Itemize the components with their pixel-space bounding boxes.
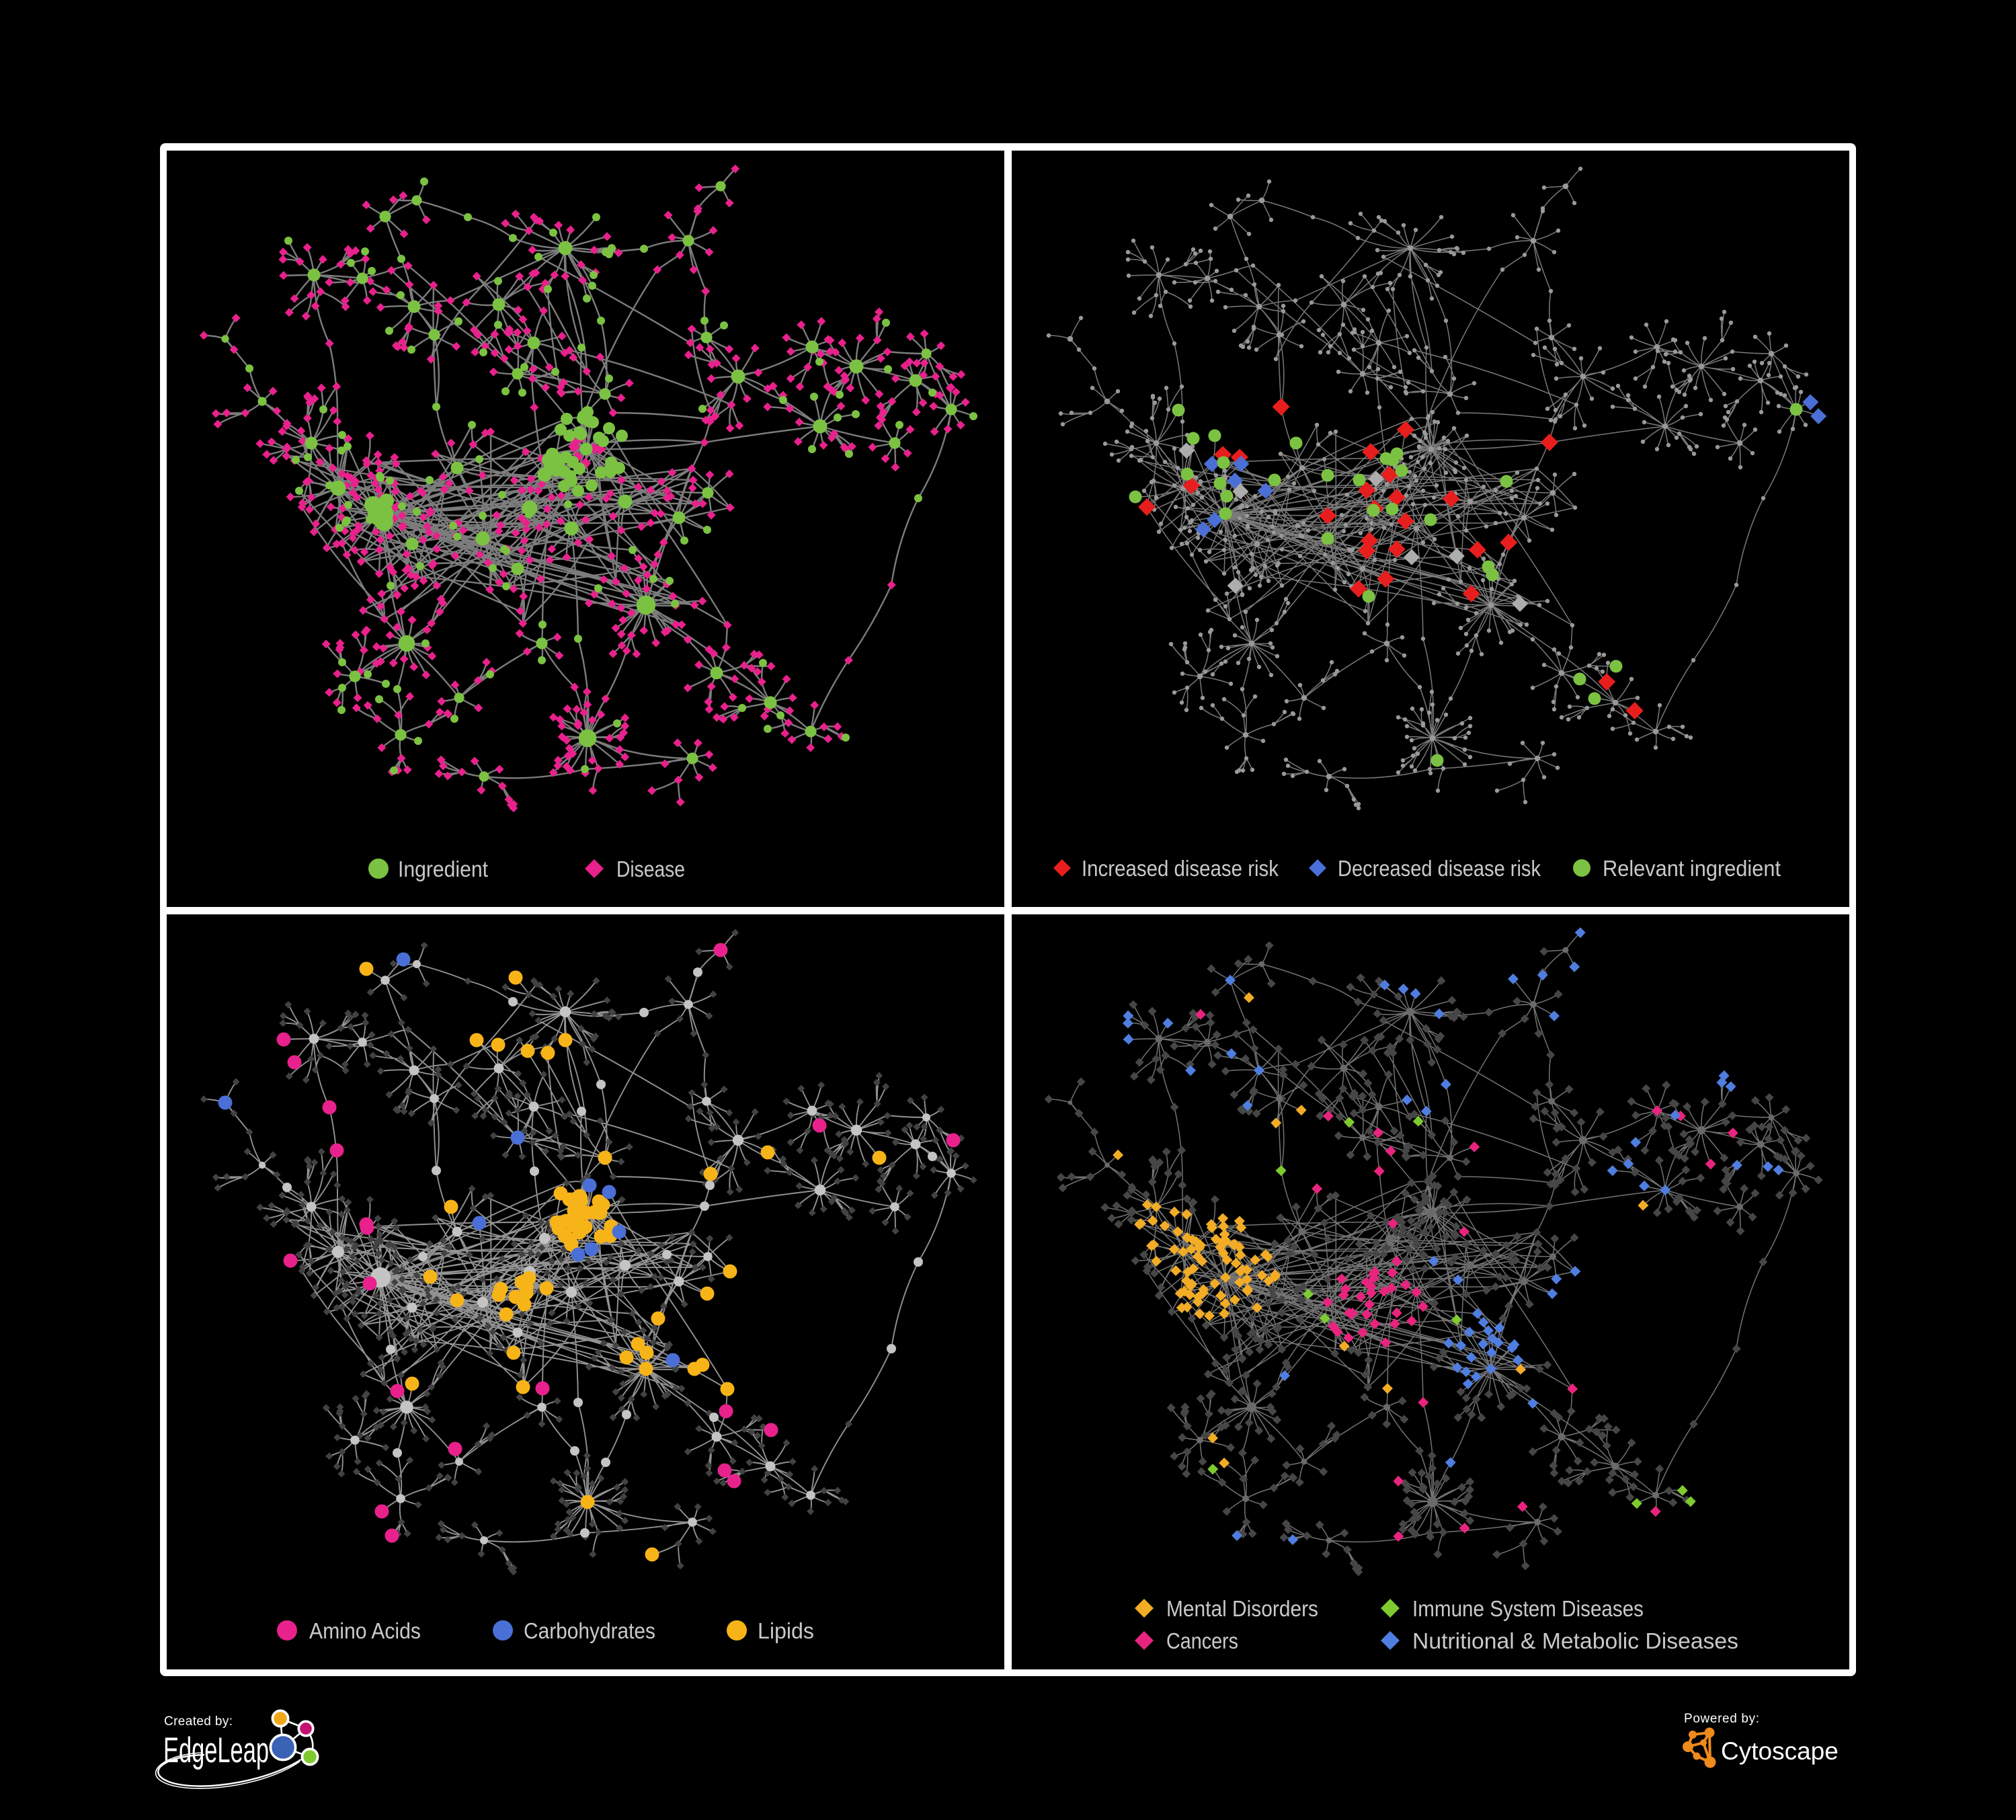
svg-text:Amino Acids: Amino Acids	[309, 1618, 421, 1643]
svg-text:Created by:: Created by:	[164, 1714, 233, 1729]
svg-text:Cancers: Cancers	[1166, 1628, 1238, 1653]
svg-text:Cytoscape: Cytoscape	[1721, 1737, 1839, 1765]
svg-text:Increased disease risk: Increased disease risk	[1082, 856, 1279, 881]
svg-text:Relevant ingredient: Relevant ingredient	[1603, 856, 1781, 881]
svg-text:Nutritional & Metabolic Diseas: Nutritional & Metabolic Diseases	[1412, 1628, 1738, 1653]
svg-text:Mental Disorders: Mental Disorders	[1166, 1596, 1318, 1621]
svg-text:Lipids: Lipids	[758, 1618, 814, 1643]
svg-text:Decreased disease risk: Decreased disease risk	[1338, 856, 1541, 881]
svg-text:Powered by:: Powered by:	[1684, 1712, 1759, 1726]
svg-text:Carbohydrates: Carbohydrates	[524, 1618, 655, 1643]
svg-text:Disease: Disease	[616, 857, 685, 881]
svg-text:Immune System Diseases: Immune System Diseases	[1412, 1596, 1644, 1621]
svg-text:Ingredient: Ingredient	[398, 857, 488, 881]
svg-text:EdgeLeap: EdgeLeap	[163, 1731, 269, 1770]
